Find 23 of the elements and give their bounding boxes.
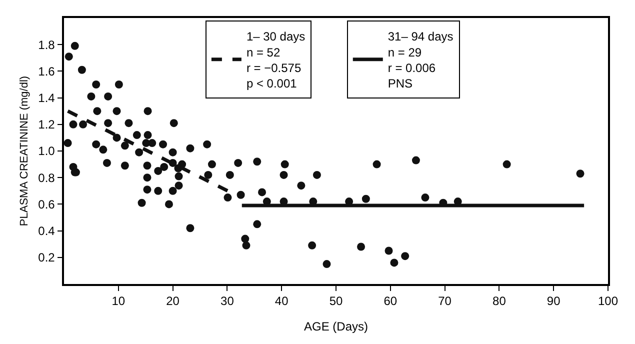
x-tick-label: 30 [220, 294, 234, 308]
x-tick-label: 70 [438, 294, 452, 308]
x-axis-title: AGE (Days) [304, 320, 368, 334]
x-tick-label: 10 [112, 294, 126, 308]
x-tick-label: 100 [598, 294, 618, 308]
y-axis-title: PLASMA CREATININE (mg/dl) [18, 76, 30, 226]
y-tick-label: 1.6 [38, 64, 56, 78]
y-tick-label: 0.2 [38, 250, 56, 265]
legend-label: 1– 30 days n = 52 r = −0.575 p < 0.001 [246, 30, 306, 90]
y-tick-label: 0.8 [38, 170, 56, 185]
x-tick-label: 50 [329, 294, 343, 308]
y-tick-label: 1.0 [38, 144, 56, 158]
y-tick-label: 0.4 [38, 224, 56, 238]
x-tick-label: 80 [492, 294, 506, 308]
legend-label: 31– 94 days n = 29 r = 0.006 PNS [388, 30, 454, 90]
x-tick-label: 20 [166, 294, 180, 308]
y-tick-label: 1.2 [38, 118, 56, 132]
x-tick-label: 40 [274, 294, 289, 308]
y-tick-label: 1.4 [38, 91, 56, 105]
x-tick-label: 60 [384, 294, 398, 308]
x-tick-label: 90 [546, 294, 561, 308]
y-tick-label: 1.8 [38, 38, 56, 52]
y-tick-label: 0.6 [38, 197, 56, 212]
